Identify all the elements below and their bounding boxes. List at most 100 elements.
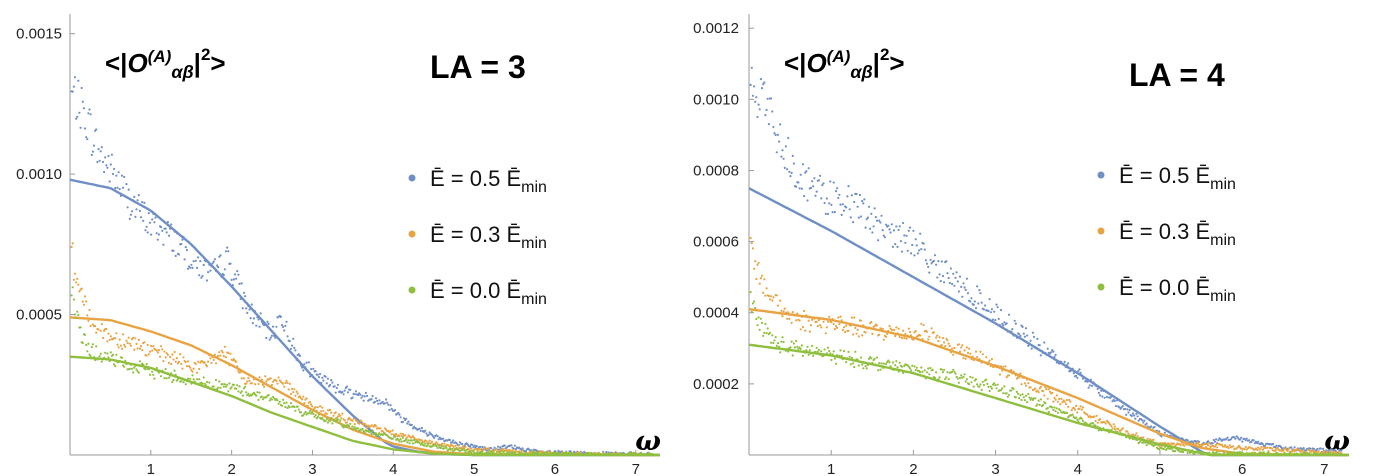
data-point: [811, 180, 814, 183]
data-point: [240, 377, 243, 380]
data-point: [95, 345, 98, 348]
data-point: [890, 223, 893, 226]
data-point: [1005, 322, 1008, 325]
data-point: [756, 115, 759, 119]
data-point: [83, 127, 87, 130]
data-point: [1026, 334, 1029, 337]
y-tick-label: 0.0005: [16, 307, 62, 324]
data-point: [1234, 437, 1237, 440]
data-point: [1127, 411, 1130, 414]
data-point: [969, 375, 972, 378]
data-point: [1094, 419, 1097, 423]
data-point: [1329, 450, 1333, 453]
data-point: [1052, 350, 1055, 353]
data-point: [1005, 376, 1008, 379]
data-point: [1065, 411, 1069, 415]
data-point: [261, 398, 265, 401]
data-point: [927, 265, 930, 268]
data-point: [293, 346, 296, 349]
data-point: [364, 391, 367, 394]
data-point: [120, 356, 124, 359]
data-point: [922, 324, 925, 327]
data-point: [1110, 425, 1113, 428]
series-1: [69, 242, 660, 457]
data-point: [143, 201, 146, 204]
data-point: [293, 388, 296, 391]
data-point: [202, 263, 205, 267]
data-point: [1031, 331, 1034, 334]
data-point: [237, 390, 240, 393]
data-point: [915, 244, 918, 247]
data-point: [96, 160, 99, 164]
data-point: [941, 274, 945, 278]
data-point: [862, 367, 865, 370]
data-point: [1051, 406, 1054, 409]
data-point: [1208, 441, 1211, 445]
data-point: [871, 231, 874, 234]
data-point: [214, 378, 218, 382]
data-point: [524, 449, 528, 453]
series-2: [748, 291, 1349, 457]
data-point: [988, 389, 991, 393]
data-point: [510, 444, 513, 447]
data-point: [249, 317, 252, 320]
data-point: [1103, 396, 1106, 399]
data-point: [443, 442, 446, 445]
data-point: [194, 259, 197, 262]
data-point: [498, 448, 501, 451]
data-point: [773, 132, 776, 135]
data-point: [870, 357, 873, 360]
data-point: [236, 384, 239, 387]
data-point: [116, 343, 119, 346]
data-point: [238, 282, 241, 285]
data-point: [759, 78, 762, 81]
data-point: [1293, 446, 1296, 449]
data-point: [919, 334, 922, 337]
data-point: [1213, 445, 1217, 448]
data-point: [1063, 360, 1066, 363]
data-point: [308, 401, 312, 404]
data-point: [294, 394, 297, 397]
data-point: [1095, 414, 1098, 417]
series-0: [748, 66, 1349, 457]
data-point: [78, 290, 81, 293]
data-point: [938, 376, 941, 379]
data-point: [353, 423, 356, 426]
data-point: [316, 373, 319, 376]
data-point: [166, 353, 169, 356]
data-point: [254, 383, 257, 386]
data-point: [812, 354, 815, 357]
data-point: [205, 365, 209, 368]
data-point: [136, 199, 139, 202]
data-point: [173, 369, 176, 372]
data-point: [232, 383, 235, 386]
data-point: [287, 388, 290, 391]
data-point: [947, 378, 950, 381]
data-point: [111, 172, 115, 176]
data-point: [270, 334, 273, 337]
data-point: [105, 327, 108, 331]
data-point: [753, 267, 756, 270]
data-point: [979, 292, 982, 295]
data-point: [943, 341, 946, 344]
data-point: [781, 336, 784, 339]
data-point: [1150, 425, 1153, 428]
data-point: [900, 365, 904, 368]
data-point: [502, 448, 505, 451]
data-point: [640, 452, 643, 455]
data-point: [990, 357, 993, 361]
data-point: [177, 360, 181, 363]
data-point: [511, 449, 514, 452]
data-point: [224, 356, 228, 359]
data-point: [815, 190, 818, 193]
data-point: [1289, 451, 1292, 454]
data-point: [1053, 396, 1056, 399]
data-point: [914, 238, 917, 241]
data-point: [370, 398, 373, 401]
data-point: [779, 299, 782, 302]
data-point: [1021, 325, 1024, 328]
data-point: [395, 433, 398, 436]
data-point: [232, 278, 235, 281]
data-point: [271, 325, 275, 328]
data-point: [1125, 413, 1128, 416]
